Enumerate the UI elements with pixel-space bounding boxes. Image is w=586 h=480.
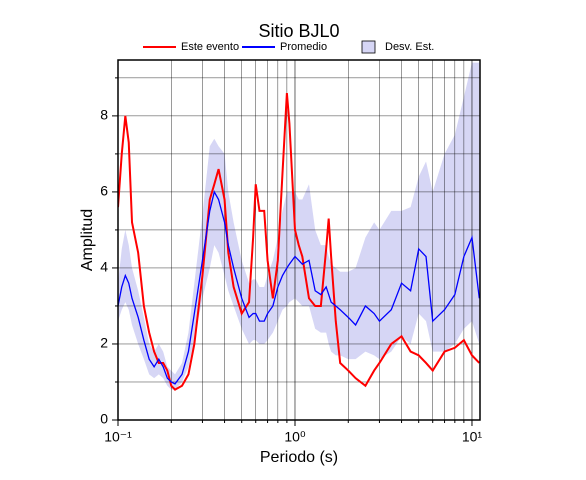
x-tick-label: 10⁰ [284, 429, 306, 445]
legend-swatch [361, 40, 376, 54]
y-tick-label: 6 [100, 183, 108, 199]
y-tick-label: 2 [100, 335, 108, 351]
chart-title: Sitio BJL0 [258, 21, 339, 41]
y-tick-label: 0 [100, 411, 108, 427]
y-tick-label: 8 [100, 107, 108, 123]
plot-frame [117, 59, 481, 421]
legend-label: Este evento [181, 41, 239, 53]
series-line [118, 92, 480, 391]
y-tick-label: 4 [100, 259, 108, 275]
x-tick-label: 10⁻¹ [104, 429, 132, 445]
legend-label: Desv. Est. [385, 41, 434, 53]
x-axis-label: Periodo (s) [260, 449, 338, 466]
y-axis-label: Amplitud [79, 209, 96, 271]
series-line [118, 190, 480, 385]
std-band [118, 62, 480, 390]
legend-label: Promedio [280, 41, 327, 53]
x-tick-label: 10¹ [462, 429, 483, 445]
